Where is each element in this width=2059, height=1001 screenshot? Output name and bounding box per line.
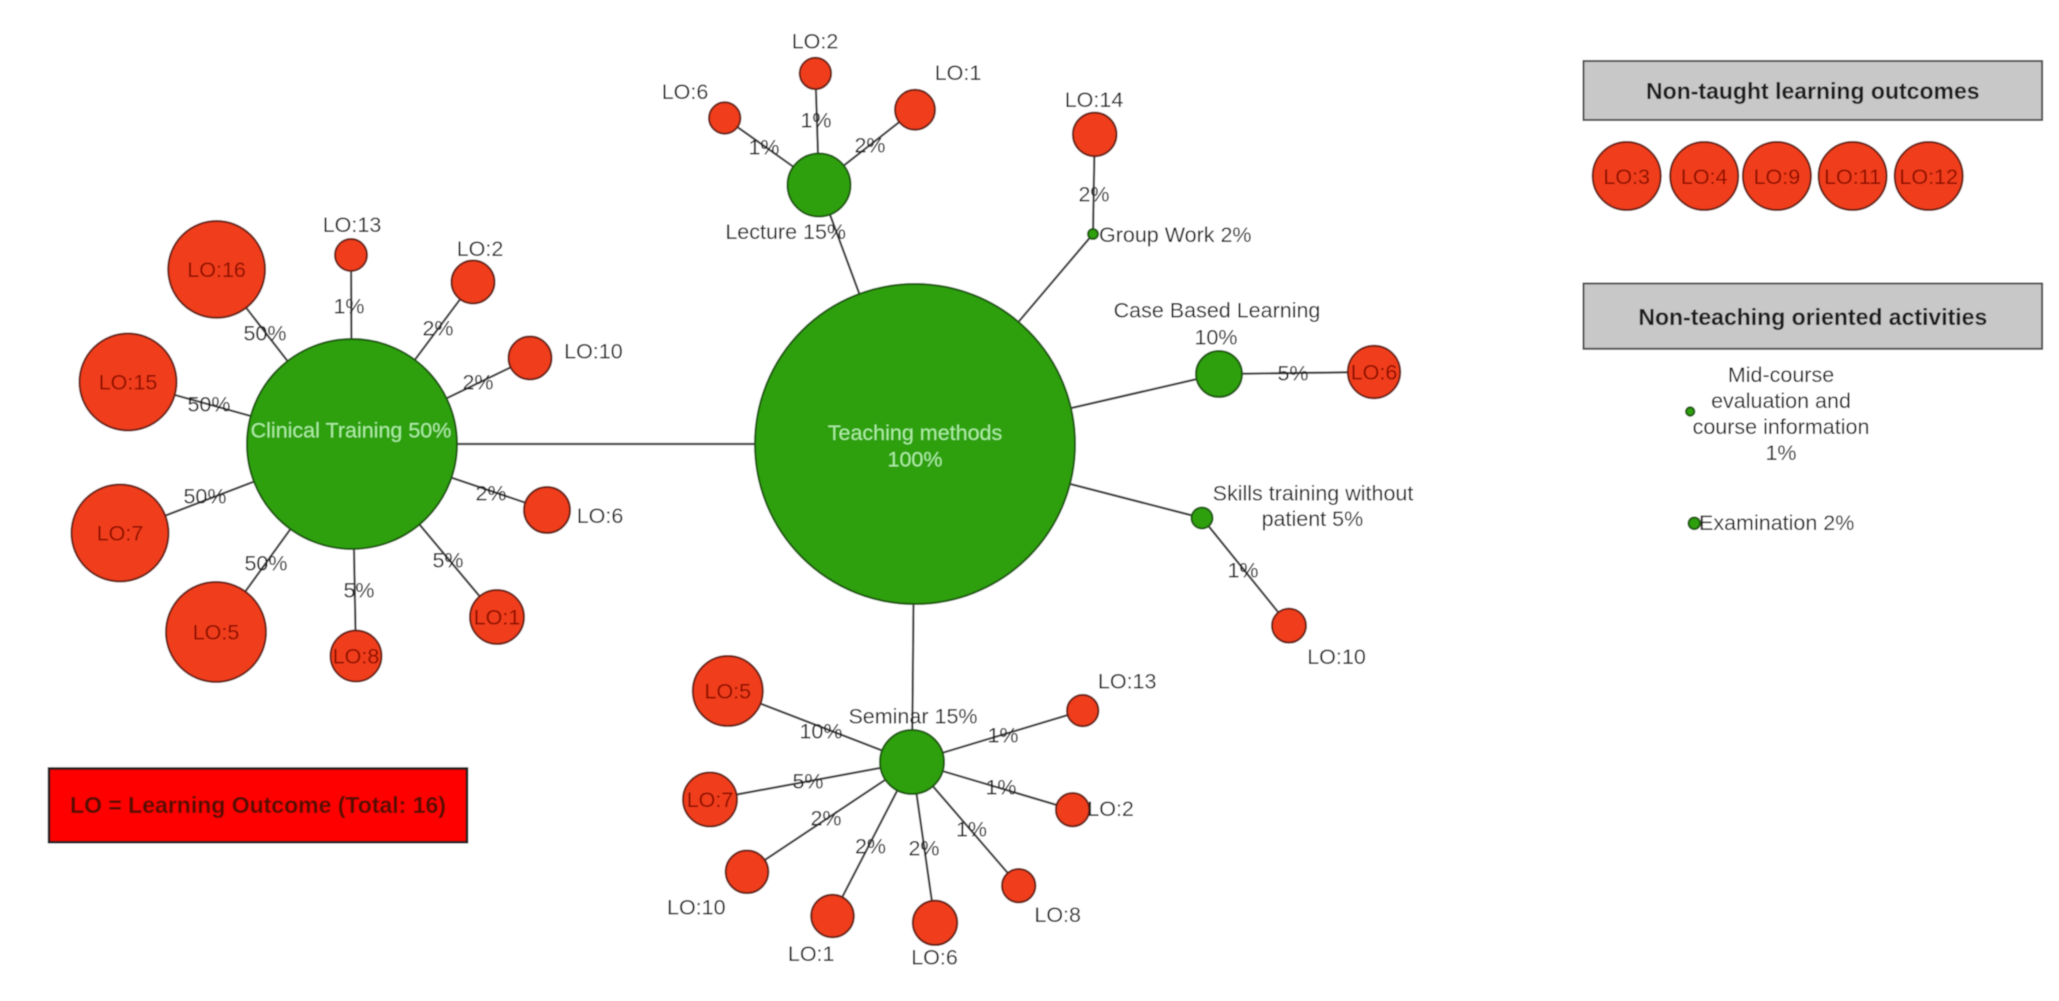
svg-text:course information: course information: [1693, 415, 1870, 439]
svg-text:5%: 5%: [432, 549, 463, 573]
svg-text:LO:3: LO:3: [1603, 165, 1650, 189]
svg-text:LO:13: LO:13: [323, 213, 382, 237]
svg-text:10%: 10%: [1194, 326, 1237, 350]
svg-text:50%: 50%: [243, 322, 286, 346]
svg-text:1%: 1%: [985, 776, 1016, 800]
svg-text:2%: 2%: [1078, 183, 1109, 207]
svg-text:Mid-course: Mid-course: [1728, 363, 1834, 387]
svg-text:LO:11: LO:11: [1824, 165, 1881, 189]
svg-text:LO:5: LO:5: [193, 621, 240, 645]
svg-text:LO = Learning Outcome (Total:: LO = Learning Outcome (Total: 16): [70, 792, 446, 818]
svg-text:Examination 2%: Examination 2%: [1699, 511, 1854, 535]
svg-text:Non-teaching oriented activiti: Non-teaching oriented activities: [1638, 304, 1987, 330]
svg-text:LO:1: LO:1: [788, 942, 835, 966]
svg-text:1%: 1%: [987, 724, 1018, 748]
svg-text:LO:6: LO:6: [1351, 361, 1398, 385]
svg-text:50%: 50%: [244, 552, 287, 576]
svg-text:LO:9: LO:9: [1754, 165, 1801, 189]
svg-text:Skills training without: Skills training without: [1213, 482, 1414, 506]
svg-text:LO:6: LO:6: [662, 80, 709, 104]
svg-text:LO:10: LO:10: [1307, 645, 1366, 669]
svg-text:5%: 5%: [792, 770, 823, 794]
svg-text:LO:5: LO:5: [704, 680, 751, 704]
svg-text:2%: 2%: [855, 835, 886, 859]
svg-text:LO:15: LO:15: [99, 371, 158, 395]
svg-text:LO:7: LO:7: [687, 788, 734, 812]
svg-text:LO:1: LO:1: [935, 61, 982, 85]
svg-text:50%: 50%: [187, 393, 230, 417]
svg-text:2%: 2%: [422, 317, 453, 341]
svg-text:2%: 2%: [810, 807, 841, 831]
svg-text:LO:4: LO:4: [1681, 165, 1728, 189]
svg-text:5%: 5%: [1277, 362, 1308, 386]
svg-text:patient 5%: patient 5%: [1262, 507, 1364, 531]
svg-text:1%: 1%: [1765, 441, 1796, 465]
svg-text:LO:16: LO:16: [187, 258, 246, 282]
svg-text:50%: 50%: [183, 485, 226, 509]
svg-text:Lecture 15%: Lecture 15%: [725, 220, 846, 244]
svg-text:2%: 2%: [462, 371, 493, 395]
svg-text:LO:14: LO:14: [1065, 88, 1124, 112]
svg-text:LO:2: LO:2: [1087, 797, 1134, 821]
svg-text:LO:6: LO:6: [911, 946, 958, 970]
svg-text:1%: 1%: [800, 109, 831, 133]
svg-text:2%: 2%: [854, 134, 885, 158]
svg-text:Seminar 15%: Seminar 15%: [848, 705, 977, 729]
svg-text:2%: 2%: [908, 837, 939, 861]
svg-text:1%: 1%: [1227, 559, 1258, 583]
svg-text:LO:10: LO:10: [667, 896, 726, 920]
svg-text:LO:7: LO:7: [97, 522, 144, 546]
svg-text:LO:10: LO:10: [564, 340, 623, 364]
svg-text:LO:8: LO:8: [333, 645, 380, 669]
svg-text:LO:2: LO:2: [457, 237, 504, 261]
svg-text:2%: 2%: [475, 482, 506, 506]
svg-text:Case Based Learning: Case Based Learning: [1114, 299, 1321, 323]
svg-text:Clinical Training 50%: Clinical Training 50%: [251, 418, 452, 442]
svg-text:LO:8: LO:8: [1034, 903, 1081, 927]
svg-text:LO:2: LO:2: [792, 30, 839, 54]
svg-text:1%: 1%: [748, 136, 779, 160]
svg-text:LO:13: LO:13: [1098, 670, 1157, 694]
svg-text:100%: 100%: [888, 448, 943, 472]
svg-text:Non-taught learning outcomes: Non-taught learning outcomes: [1646, 78, 1980, 104]
svg-text:evaluation and: evaluation and: [1711, 389, 1851, 413]
svg-text:1%: 1%: [956, 818, 987, 842]
svg-text:10%: 10%: [799, 720, 842, 744]
svg-text:LO:6: LO:6: [577, 504, 624, 528]
svg-text:Teaching methods: Teaching methods: [828, 421, 1003, 445]
svg-text:5%: 5%: [343, 579, 374, 603]
svg-text:1%: 1%: [333, 295, 364, 319]
svg-text:LO:1: LO:1: [474, 606, 521, 630]
svg-text:Group Work 2%: Group Work 2%: [1099, 223, 1252, 247]
svg-text:LO:12: LO:12: [1899, 165, 1958, 189]
